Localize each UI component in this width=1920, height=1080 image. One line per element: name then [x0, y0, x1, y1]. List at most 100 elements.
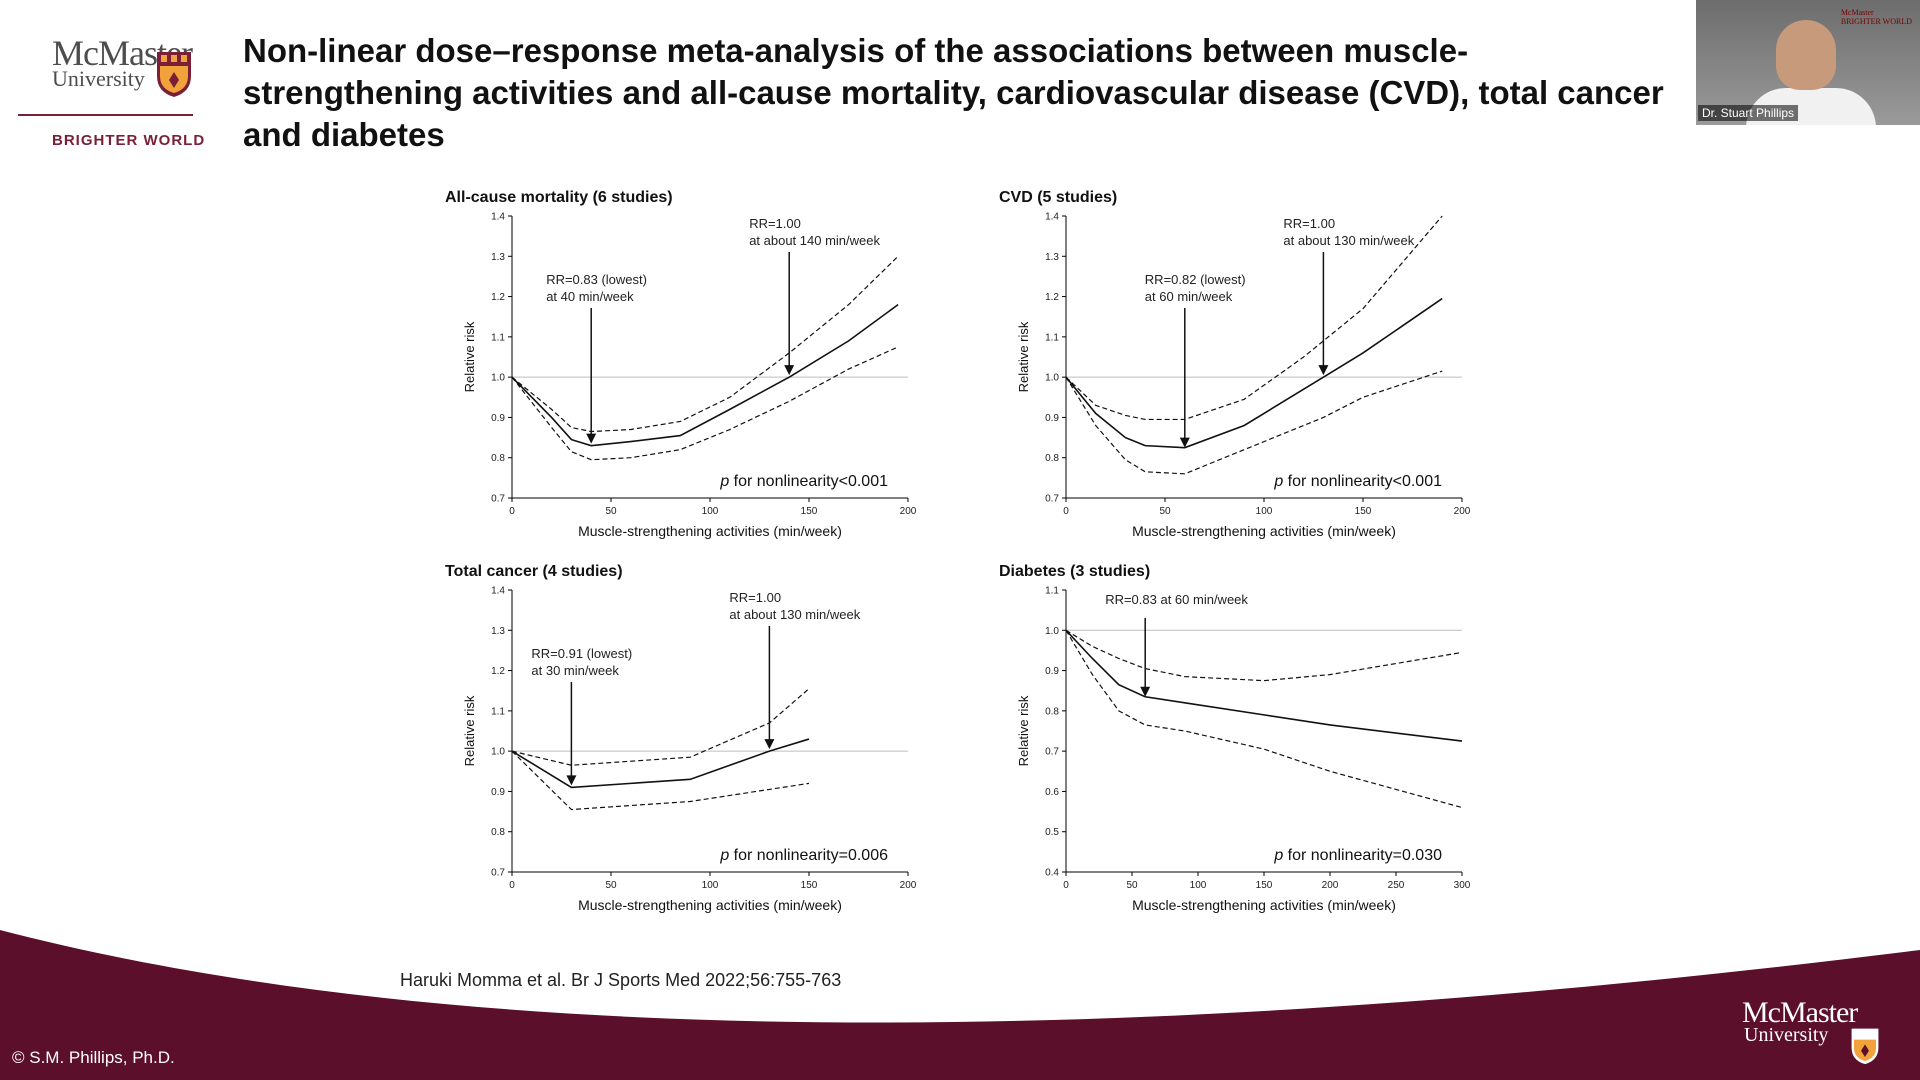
x-tick-label: 150	[1256, 880, 1273, 891]
chart-panel-2: CVD (5 studies) 0.7 0.8 0.9 1.0 1.1 1.2 1.3 1.4 0…	[999, 189, 1471, 539]
annotation-text: RR=0.83 at 60 min/week	[1105, 592, 1248, 607]
annotation-text: RR=1.00	[1283, 216, 1335, 231]
y-tick-label: 0.7	[1045, 494, 1059, 505]
y-tick-label: 1.3	[491, 626, 505, 637]
x-tick-label: 0	[509, 880, 515, 891]
y-tick-label: 0.9	[491, 413, 505, 424]
annotation-text: RR=1.00	[749, 216, 801, 231]
annotation-text: at 40 min/week	[546, 289, 634, 304]
upper-ci-line	[511, 688, 810, 766]
upper-ci-line	[1065, 629, 1463, 682]
crest-shield-icon	[157, 52, 191, 97]
x-tick-label: 100	[702, 506, 719, 517]
participant-name-label: Dr. Stuart Phillips	[1698, 105, 1799, 121]
annotation-arrowhead	[784, 365, 795, 376]
nonlinearity-note: p for nonlinearity<0.001	[1273, 473, 1442, 490]
annotation-text: at 30 min/week	[531, 663, 619, 678]
annotation-text: RR=0.91 (lowest)	[531, 646, 632, 661]
x-tick-label: 100	[702, 880, 719, 891]
x-tick-label: 0	[509, 506, 515, 517]
x-tick-label: 200	[1454, 506, 1471, 517]
annotation-arrowhead	[586, 433, 597, 444]
panel-title: Diabetes (3 studies)	[999, 563, 1150, 580]
y-tick-label: 1.1	[491, 706, 505, 717]
y-tick-label: 1.1	[1045, 586, 1059, 597]
y-tick-label: 1.0	[1045, 373, 1059, 384]
y-axis-label: Relative risk	[462, 695, 477, 766]
y-tick-label: 0.8	[491, 827, 505, 838]
x-tick-label: 200	[900, 506, 917, 517]
chart-panel-4: Diabetes (3 studies) 0.4 0.5 0.6 0.7 0.8 0.9 1.…	[999, 563, 1471, 913]
annotation-text: RR=0.82 (lowest)	[1145, 272, 1246, 287]
y-tick-label: 0.9	[491, 787, 505, 798]
y-tick-label: 1.4	[1045, 212, 1059, 223]
estimate-line	[511, 303, 899, 447]
annotation-arrowhead	[1318, 365, 1329, 376]
y-axis-label: Relative risk	[1016, 321, 1031, 392]
x-tick-label: 0	[1063, 506, 1069, 517]
lower-ci-line	[1065, 370, 1443, 475]
y-tick-label: 0.9	[1045, 666, 1059, 677]
y-tick-label: 0.7	[491, 868, 505, 879]
estimate-line	[1065, 629, 1463, 742]
footer-crest-icon	[1851, 1028, 1879, 1065]
y-tick-label: 0.8	[1045, 706, 1059, 717]
x-tick-label: 150	[1355, 506, 1372, 517]
x-tick-label: 300	[1454, 880, 1471, 891]
participant-video-thumbnail[interactable]: McMaster BRIGHTER WORLD Dr. Stuart Phill…	[1696, 0, 1920, 125]
y-tick-label: 0.8	[1045, 453, 1059, 464]
x-tick-label: 150	[801, 880, 818, 891]
y-tick-label: 1.2	[1045, 292, 1059, 303]
title-line-1: Non-linear dose–response meta-analysis o…	[243, 32, 1469, 69]
y-tick-label: 1.0	[491, 747, 505, 758]
annotation-text: RR=0.83 (lowest)	[546, 272, 647, 287]
upper-ci-line	[511, 255, 899, 433]
annotation-text: at about 130 min/week	[1283, 233, 1414, 248]
y-tick-label: 0.8	[491, 453, 505, 464]
y-tick-label: 0.9	[1045, 413, 1059, 424]
y-tick-label: 1.4	[491, 586, 505, 597]
lower-ci-line	[511, 750, 810, 811]
x-tick-label: 100	[1190, 880, 1207, 891]
x-axis-label: Muscle-strengthening activities (min/wee…	[1132, 897, 1396, 913]
video-mini-logo: McMaster BRIGHTER WORLD	[1840, 8, 1912, 26]
annotation-arrowhead	[764, 739, 775, 750]
nonlinearity-note: p for nonlinearity=0.030	[1273, 847, 1442, 864]
y-tick-label: 0.6	[1045, 787, 1059, 798]
x-tick-label: 50	[605, 880, 617, 891]
x-axis-label: Muscle-strengthening activities (min/wee…	[578, 523, 842, 539]
logo-subword: University	[52, 66, 145, 91]
x-tick-label: 200	[1322, 880, 1339, 891]
citation: Haruki Momma et al. Br J Sports Med 2022…	[400, 970, 842, 990]
annotation-text: RR=1.00	[729, 590, 781, 605]
annotation-text: at 60 min/week	[1145, 289, 1233, 304]
y-tick-label: 1.0	[491, 373, 505, 384]
lower-ci-line	[1065, 629, 1463, 809]
title-line-3: and diabetes	[243, 116, 445, 153]
logo-tagline: BRIGHTER WORLD	[52, 132, 206, 149]
annotation-arrowhead	[1179, 437, 1190, 448]
x-tick-label: 100	[1256, 506, 1273, 517]
dose-response-figure: All-cause mortality (6 studies) 0.7 0.8 0.9…	[445, 189, 1471, 913]
y-tick-label: 1.0	[1045, 626, 1059, 637]
panel-title: Total cancer (4 studies)	[445, 563, 623, 580]
x-axis-label: Muscle-strengthening activities (min/wee…	[1132, 523, 1396, 539]
logo-divider	[18, 114, 193, 116]
footer-logo-wordmark: McMaster	[1742, 996, 1858, 1029]
x-tick-label: 50	[1126, 880, 1138, 891]
panel-title: CVD (5 studies)	[999, 189, 1117, 206]
footer-logo-subword: University	[1744, 1024, 1829, 1046]
copyright-notice: © S.M. Phillips, Ph.D.	[12, 1048, 175, 1067]
chart-panel-3: Total cancer (4 studies) 0.7 0.8 0.9 1.0 1.1 1…	[445, 563, 917, 913]
y-tick-label: 1.4	[491, 212, 505, 223]
nonlinearity-note: p for nonlinearity=0.006	[719, 847, 888, 864]
panel-title: All-cause mortality (6 studies)	[445, 189, 673, 206]
title-line-2: strengthening activities and all-cause m…	[243, 74, 1664, 111]
annotation-text: at about 140 min/week	[749, 233, 880, 248]
y-tick-label: 0.7	[1045, 747, 1059, 758]
y-tick-label: 0.7	[491, 494, 505, 505]
x-tick-label: 250	[1388, 880, 1405, 891]
y-axis-label: Relative risk	[1016, 695, 1031, 766]
y-tick-label: 0.4	[1045, 868, 1059, 879]
estimate-line	[511, 738, 810, 789]
